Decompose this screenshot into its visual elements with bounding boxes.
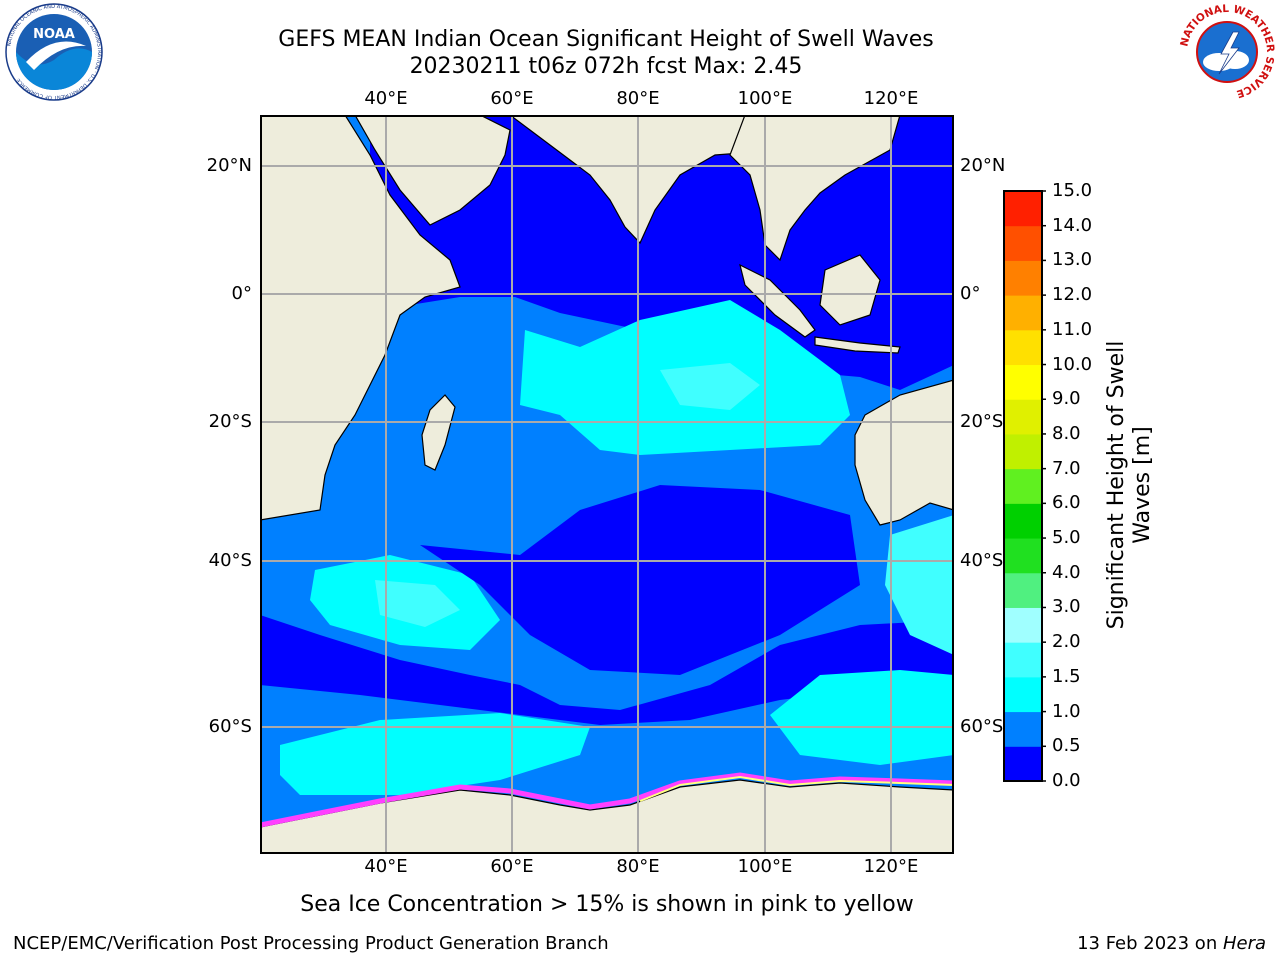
- colorbar-tick-label: 8.0: [1052, 422, 1081, 444]
- colorbar-tick-label: 3.0: [1052, 596, 1081, 618]
- colorbar-label-line2: Waves [m]: [1130, 426, 1155, 544]
- nws-logo: NATIONAL WEATHER SERVICE: [1178, 3, 1276, 100]
- land-madagascar: [421, 394, 456, 471]
- colorbar-tick-label: 0.0: [1052, 770, 1081, 791]
- colorbar: [1003, 190, 1046, 782]
- lat-tick-left: 40°S: [208, 550, 252, 571]
- lon-tick-top: 60°E: [490, 88, 534, 109]
- colorbar-swatch: [1004, 572, 1042, 608]
- map-frame: [260, 115, 954, 854]
- land-borneo: [819, 254, 881, 326]
- colorbar-swatch: [1004, 468, 1042, 504]
- colorbar-swatch: [1004, 225, 1042, 261]
- colorbar-swatch: [1004, 260, 1042, 296]
- lon-tick-bottom: 120°E: [863, 856, 919, 877]
- map-panel: [260, 115, 954, 854]
- noaa-logo: NOAA NATIONAL OCEANIC AND ATMOSPHERIC AD…: [5, 3, 103, 101]
- map-grid: [260, 115, 954, 854]
- land-antarctica: [260, 779, 954, 854]
- swell-zone-central-2: [660, 363, 760, 410]
- lon-tick-bottom: 40°E: [364, 856, 408, 877]
- colorbar-swatch: [1004, 746, 1042, 782]
- colorbar-swatch: [1004, 538, 1042, 574]
- lat-tick-left: 20°S: [208, 411, 252, 432]
- land-arabia: [354, 115, 511, 226]
- lat-tick-left: 60°S: [208, 716, 252, 737]
- colorbar-tick-label: 12.0: [1052, 284, 1093, 306]
- chart-subtitle: 20230211 t06z 072h fcst Max: 2.45: [409, 54, 803, 79]
- footer-date: 13 Feb 2023 on Hera: [1077, 933, 1266, 954]
- colorbar-swatch: [1004, 433, 1042, 470]
- swell-zone-far-south-east: [770, 670, 954, 765]
- lat-tick-left: 20°N: [206, 155, 252, 176]
- colorbar-tick-label: 14.0: [1052, 214, 1093, 236]
- lat-tick-right: 20°N: [960, 155, 1006, 176]
- footer-credit: NCEP/EMC/Verification Post Processing Pr…: [13, 933, 609, 954]
- lat-tick-right: 0°: [960, 283, 981, 304]
- swell-zone-central-dark: [420, 485, 860, 675]
- colorbar-tick-label: 10.0: [1052, 353, 1093, 375]
- land-australia: [854, 379, 954, 526]
- colorbar-tick-label: 2.0: [1052, 631, 1081, 653]
- colorbar-swatch: [1004, 364, 1042, 400]
- colorbar-tick-label: 13.0: [1052, 249, 1093, 271]
- lon-tick-top: 100°E: [737, 88, 793, 109]
- colorbar-tick-label: 1.5: [1052, 665, 1081, 687]
- lon-tick-top: 120°E: [863, 88, 919, 109]
- lat-tick-left: 0°: [231, 283, 252, 304]
- colorbar-tick-label: 4.0: [1052, 561, 1081, 583]
- footer-host: Hera: [1222, 933, 1266, 954]
- colorbar-tick-label: 15.0: [1052, 180, 1093, 201]
- lon-tick-bottom: 100°E: [737, 856, 793, 877]
- colorbar-label-line1: Significant Height of Swell: [1104, 340, 1129, 630]
- noaa-logo-text: NOAA: [33, 27, 75, 42]
- colorbar-tick-label: 5.0: [1052, 527, 1081, 549]
- colorbar-tick-label: 6.0: [1052, 492, 1081, 514]
- land-sumatra: [739, 263, 816, 338]
- colorbar-swatch: [1004, 711, 1042, 747]
- colorbar-swatch: [1004, 399, 1042, 435]
- lon-tick-top: 80°E: [616, 88, 660, 109]
- colorbar-swatch: [1004, 503, 1042, 539]
- land-africa: [260, 115, 461, 521]
- colorbar-swatch: [1004, 191, 1042, 227]
- swell-zone-southeast: [885, 515, 954, 655]
- colorbar-tick-label: 1.0: [1052, 700, 1081, 722]
- colorbar-label: Significant Height of Swell Waves [m]: [1104, 275, 1156, 695]
- colorbar-tick-label: 9.0: [1052, 388, 1081, 410]
- land-java: [814, 336, 901, 354]
- colorbar-swatch: [1004, 642, 1042, 678]
- chart-title: GEFS MEAN Indian Ocean Significant Heigh…: [278, 27, 934, 52]
- lat-tick-right: 60°S: [960, 716, 1004, 737]
- colorbar-swatch: [1004, 676, 1042, 713]
- lon-tick-bottom: 80°E: [616, 856, 660, 877]
- colorbar-tick-label: 7.0: [1052, 457, 1081, 479]
- colorbar-swatch: [1004, 607, 1042, 643]
- lon-tick-top: 40°E: [364, 88, 408, 109]
- swell-zone-southwest-2: [375, 580, 460, 627]
- swell-zone-south-dark: [260, 615, 954, 725]
- colorbar-swatch: [1004, 295, 1042, 331]
- colorbar-tick-label: 0.5: [1052, 735, 1081, 757]
- sea-ice-edge: [260, 772, 954, 828]
- colorbar-frame: [1003, 190, 1043, 782]
- colorbar-swatch: [1004, 329, 1042, 366]
- lat-tick-right: 40°S: [960, 550, 1004, 571]
- lon-tick-bottom: 60°E: [490, 856, 534, 877]
- sea-ice-note: Sea Ice Concentration > 15% is shown in …: [300, 892, 914, 917]
- lat-tick-right: 20°S: [960, 411, 1004, 432]
- colorbar-tick-label: 11.0: [1052, 318, 1093, 340]
- sea-ice-edge-light: [639, 775, 954, 802]
- footer-date-text: 13 Feb 2023 on: [1077, 933, 1223, 954]
